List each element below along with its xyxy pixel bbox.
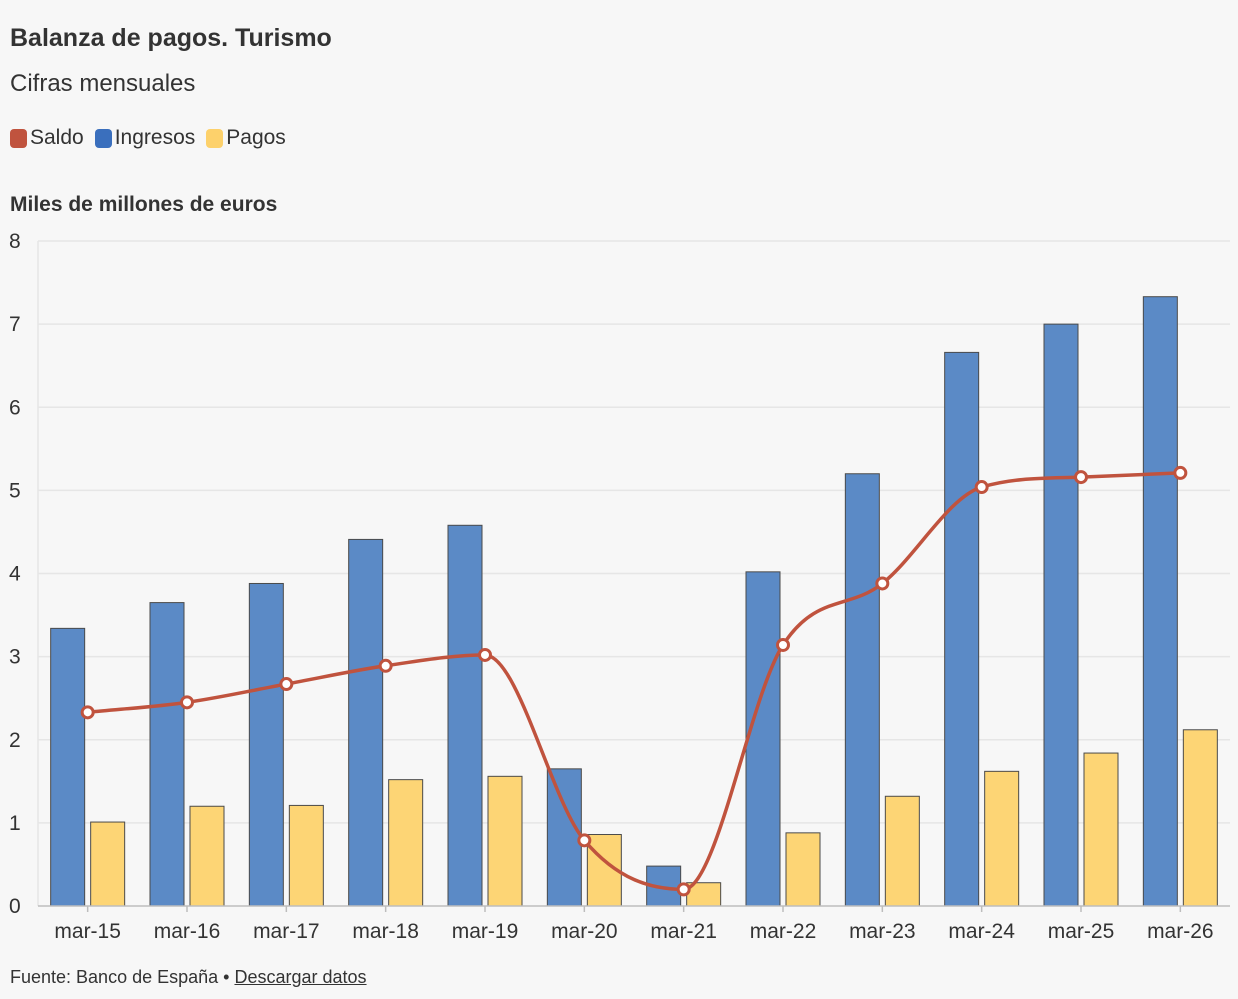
y-tick-label: 8 — [9, 230, 21, 253]
bar-pagos — [90, 821, 126, 907]
bar-ingresos — [844, 473, 880, 907]
saldo-point — [80, 705, 95, 720]
x-tick-label: mar-18 — [352, 920, 419, 943]
saldo-point — [974, 480, 989, 495]
footer: Fuente: Banco de España • Descargar dato… — [10, 967, 367, 988]
y-tick-label: 4 — [9, 563, 21, 586]
bar-ingresos — [149, 602, 185, 907]
y-tick-label: 2 — [9, 729, 21, 752]
saldo-point — [875, 576, 890, 591]
bar-pagos — [1182, 729, 1218, 907]
x-tick-label: mar-15 — [54, 920, 121, 943]
legend-swatch-pagos — [206, 128, 224, 148]
bar-pagos — [785, 832, 821, 907]
footer-separator: • — [218, 967, 235, 987]
legend-label-saldo: Saldo — [30, 126, 84, 149]
saldo-point — [1173, 465, 1188, 480]
saldo-point — [279, 677, 294, 692]
legend-swatch-ingresos — [94, 128, 112, 148]
bar-ingresos — [944, 351, 980, 907]
x-tick-label: mar-19 — [452, 920, 519, 943]
y-tick-label: 1 — [9, 812, 21, 835]
legend-item-saldo[interactable]: Saldo — [10, 126, 84, 150]
saldo-point — [676, 882, 691, 897]
bar-pagos — [189, 805, 225, 907]
y-tick-label: 3 — [9, 646, 21, 669]
bar-ingresos — [1142, 296, 1178, 907]
x-tick-label: mar-22 — [750, 920, 817, 943]
x-tick-label: mar-24 — [948, 920, 1015, 943]
x-tick-label: mar-21 — [650, 920, 717, 943]
x-tick-label: mar-20 — [551, 920, 618, 943]
bar-pagos — [388, 779, 424, 907]
bar-pagos — [1083, 752, 1119, 907]
chart-title: Balanza de pagos. Turismo — [10, 24, 332, 52]
source-text: Fuente: Banco de España — [10, 967, 219, 987]
y-tick-label: 6 — [9, 396, 21, 419]
y-tick-label: 5 — [9, 479, 21, 502]
legend-swatch-saldo — [10, 128, 27, 148]
x-tick-label: mar-23 — [849, 920, 916, 943]
saldo-point — [478, 647, 492, 662]
bar-ingresos — [348, 538, 384, 907]
legend-label-pagos: Pagos — [226, 126, 286, 149]
saldo-point — [1074, 470, 1088, 485]
chart-subtitle: Cifras mensuales — [10, 70, 196, 97]
saldo-point — [180, 695, 194, 710]
saldo-point — [776, 637, 790, 652]
bar-ingresos — [248, 582, 284, 907]
bar-ingresos — [745, 571, 781, 907]
bar-pagos — [586, 834, 622, 907]
bar-pagos — [288, 804, 324, 907]
y-tick-label: 7 — [9, 313, 21, 336]
x-tick-label: mar-16 — [154, 920, 221, 943]
bar-ingresos — [546, 768, 582, 907]
bar-ingresos — [1043, 323, 1079, 907]
y-axis-label: Miles de millones de euros — [10, 193, 278, 216]
bar-pagos — [884, 795, 920, 907]
x-tick-label: mar-17 — [253, 920, 320, 943]
legend-label-ingresos: Ingresos — [114, 126, 196, 149]
legend-item-pagos[interactable]: Pagos — [206, 126, 286, 150]
download-data-link[interactable]: Descargar datos — [234, 967, 367, 987]
saldo-point — [378, 658, 393, 673]
x-tick-label: mar-26 — [1147, 920, 1214, 943]
x-tick-label: mar-25 — [1048, 920, 1115, 943]
saldo-point — [577, 833, 592, 848]
bar-ingresos — [50, 627, 86, 907]
legend: Saldo Ingresos Pagos — [10, 126, 297, 150]
y-tick-label: 0 — [9, 895, 21, 918]
legend-item-ingresos[interactable]: Ingresos — [94, 126, 196, 150]
bar-pagos — [984, 770, 1020, 907]
bar-pagos — [487, 775, 523, 907]
bar-ingresos — [447, 524, 483, 907]
